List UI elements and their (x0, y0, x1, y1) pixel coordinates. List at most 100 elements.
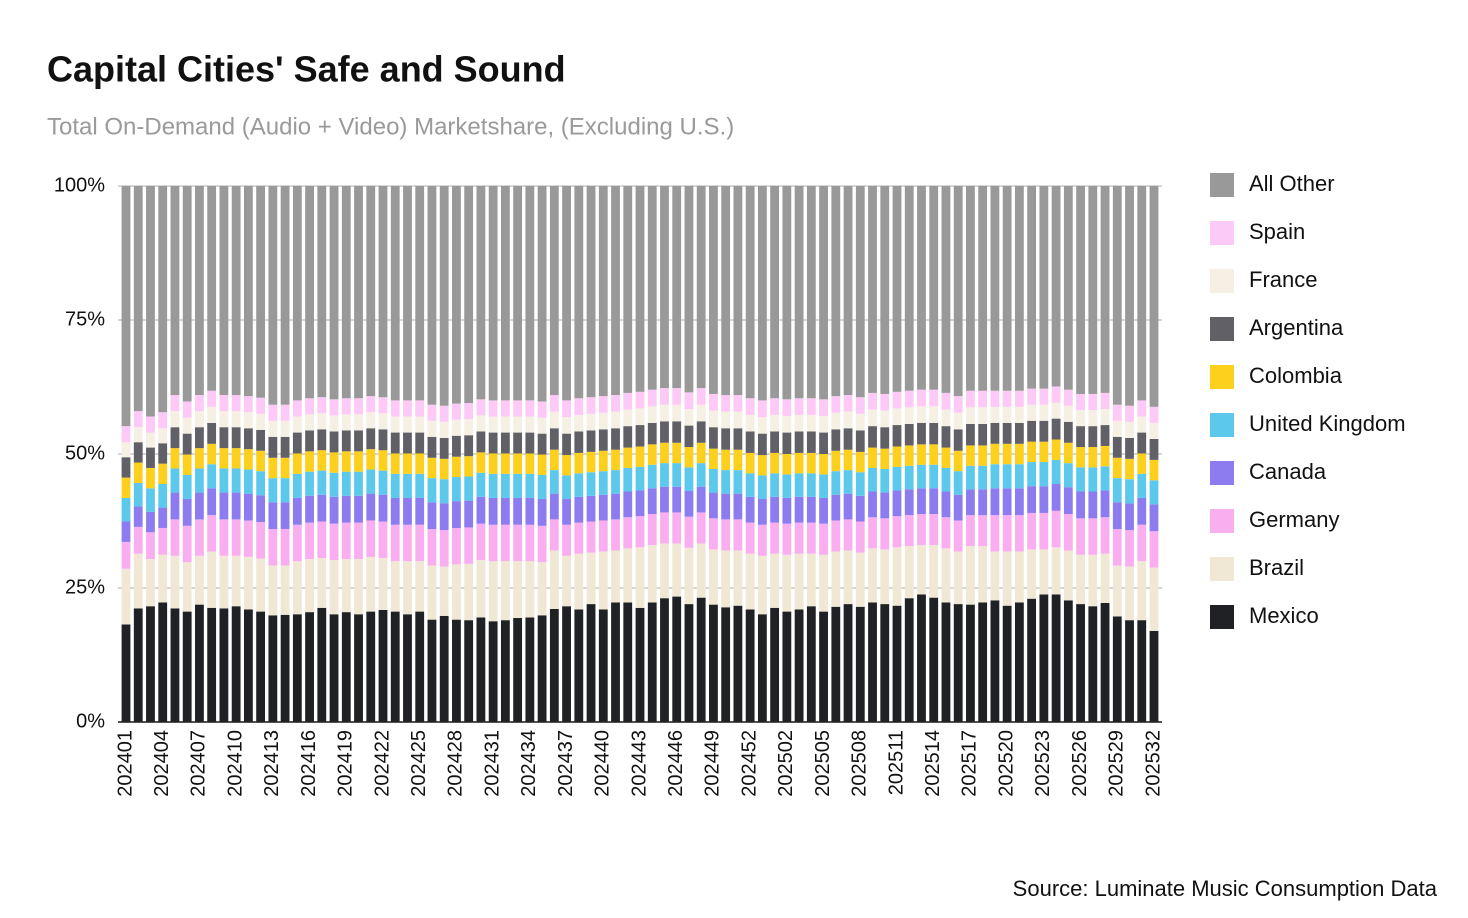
bar-segment (1063, 405, 1073, 422)
bar-segment (929, 406, 939, 423)
bar-segment (476, 415, 486, 432)
bar-segment (598, 396, 608, 413)
bar-segment (366, 186, 376, 397)
bar-segment (721, 186, 731, 396)
bar-segment (1002, 488, 1012, 516)
bar-segment (537, 401, 547, 418)
bar-segment (1137, 186, 1147, 401)
bar-segment (978, 602, 988, 722)
bar-segment (709, 492, 718, 519)
bar-segment (757, 186, 767, 401)
legend-swatch (1210, 557, 1234, 581)
bar-segment (806, 414, 816, 432)
bar-segment (941, 392, 951, 410)
bar-segment (464, 620, 474, 722)
bar-segment (941, 186, 951, 393)
bar-segment (770, 414, 780, 432)
bar-segment (243, 449, 253, 470)
bar-segment (1002, 390, 1012, 407)
legend-label: Spain (1249, 219, 1305, 244)
bar-segment (439, 503, 449, 531)
bar-segment (403, 473, 412, 498)
bar-segment (121, 541, 131, 569)
bar-segment (452, 419, 461, 436)
bar-segment (1014, 602, 1024, 722)
bar-segment (721, 428, 731, 450)
bar-segment (562, 555, 571, 607)
x-tick-label: 202523 (1032, 730, 1054, 797)
bar-segment (586, 413, 596, 431)
bar-segment (843, 411, 853, 429)
bar-segment (598, 520, 608, 552)
bar-segment (427, 529, 437, 566)
bar-segment (929, 464, 939, 489)
bar-segment (403, 497, 412, 525)
bar-segment (806, 186, 816, 399)
bar-segment (415, 432, 425, 454)
bar-segment (635, 425, 645, 447)
bar-segment (500, 432, 510, 454)
bar-segment (917, 514, 926, 546)
bar-segment (696, 543, 706, 598)
bar-segment (978, 407, 988, 424)
bar-segment (439, 405, 449, 422)
bar-segment (378, 521, 388, 558)
bar-segment (549, 449, 559, 471)
bar-segment (305, 471, 314, 496)
bar-segment (660, 442, 669, 464)
bar-segment (182, 562, 192, 612)
bar-segment (195, 519, 204, 556)
bar-segment (1112, 404, 1122, 421)
bar-segment (354, 430, 363, 452)
legend-label: France (1249, 267, 1317, 292)
bar-segment (170, 519, 180, 556)
bar-segment (121, 426, 131, 443)
bar-segment (757, 400, 767, 418)
bar-segment (195, 468, 204, 493)
bar-segment (806, 398, 816, 415)
bar-segment (329, 186, 339, 400)
bar-segment (1149, 438, 1159, 460)
bar-segment (268, 186, 278, 405)
bar-segment (390, 186, 400, 401)
bar-segment (990, 406, 1000, 423)
bar-segment (941, 491, 951, 518)
bar-segment (268, 478, 278, 503)
bar-segment (672, 404, 682, 422)
bar-segment (709, 186, 718, 394)
bar-segment (623, 491, 633, 518)
bar-segment (525, 524, 535, 562)
bar-segment (1027, 420, 1037, 442)
bar-segment (182, 417, 192, 434)
bar-segment (133, 427, 143, 443)
bar-segment (341, 430, 351, 452)
bar-segment (549, 395, 559, 412)
bar-segment (770, 186, 780, 399)
bar-segment (696, 421, 706, 443)
bar-segment (598, 186, 608, 397)
bar-segment (733, 519, 743, 551)
bar-segment (831, 606, 841, 722)
bar-segment (452, 501, 461, 528)
bar-segment (1027, 186, 1037, 389)
bar-segment (329, 560, 339, 615)
bar-segment (843, 186, 853, 396)
bar-segment (525, 561, 535, 618)
bar-segment (1051, 459, 1061, 485)
bar-segment (549, 608, 559, 722)
bar-segment (1014, 422, 1024, 444)
bar-segment (806, 431, 816, 453)
bar-segment (672, 486, 682, 513)
bar-segment (121, 624, 131, 722)
bar-segment (354, 398, 363, 415)
bar-segment (892, 425, 902, 447)
bar-segment (292, 186, 302, 401)
bar-segment (819, 474, 828, 498)
bar-segment (1002, 605, 1012, 722)
bar-segment (574, 553, 584, 610)
bar-segment (611, 602, 620, 722)
bar-segment (292, 614, 302, 722)
bar-segment (586, 495, 596, 522)
bar-segment (696, 463, 706, 487)
bar-segment (1125, 620, 1134, 722)
